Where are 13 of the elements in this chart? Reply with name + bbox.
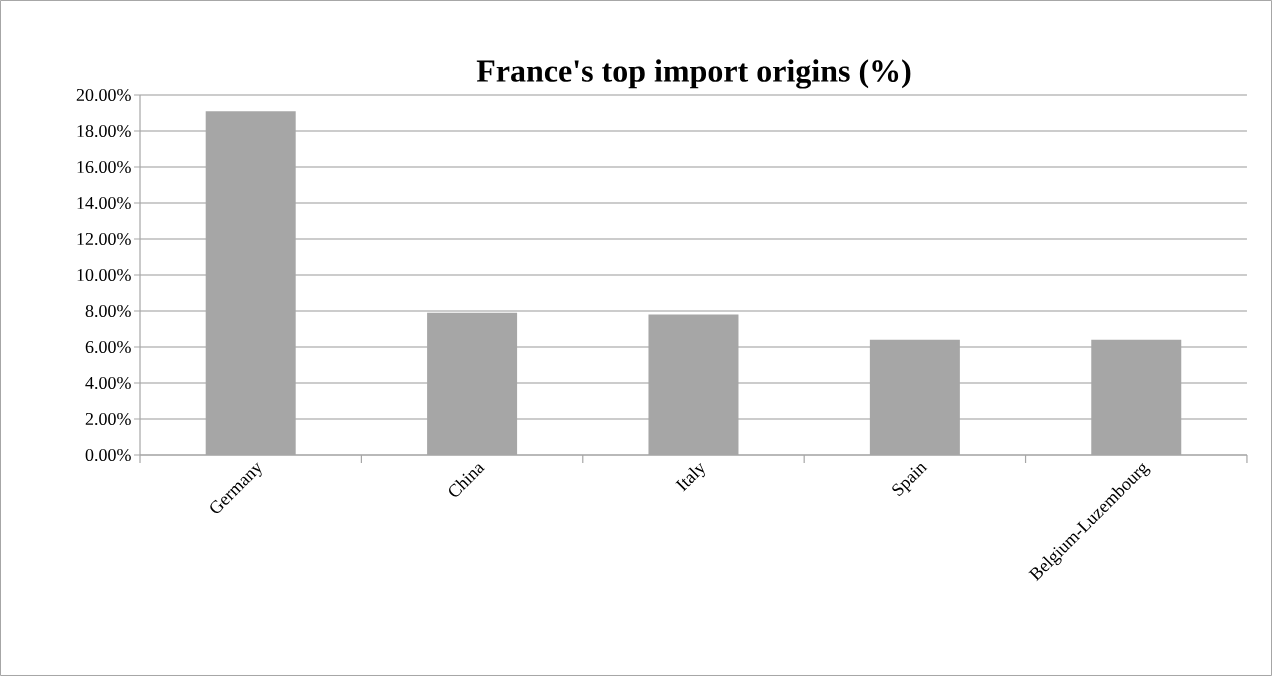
y-tick-label: 6.00% [85,340,131,354]
y-tick-label: 10.00% [77,268,131,282]
x-tick-label: Italy [675,462,705,492]
y-tick-label: 4.00% [85,376,131,390]
y-tick-label: 8.00% [85,304,131,318]
y-tick-label: 0.00% [85,448,131,462]
y-tick-label: 2.00% [85,412,131,426]
y-tick-label: 20.00% [76,88,131,102]
y-tick-label: 16.00% [77,160,131,174]
y-tick-label: 12.00% [77,232,131,246]
chart-title: France's top import origins (%) [476,59,911,89]
y-tick-label: 18.00% [77,124,131,138]
y-tick-label: 14.00% [77,196,131,210]
